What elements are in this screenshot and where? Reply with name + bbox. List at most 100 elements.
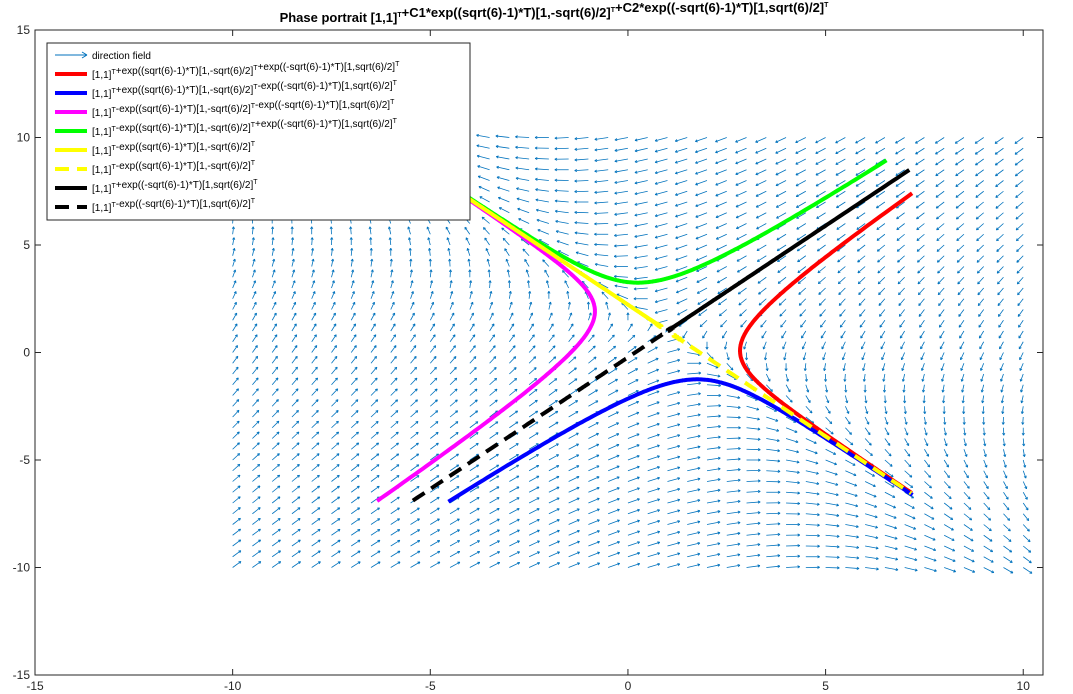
direction-arrowhead <box>943 422 947 425</box>
direction-arrow <box>975 190 984 198</box>
direction-arrow <box>509 378 517 386</box>
direction-arrow <box>864 491 877 498</box>
direction-arrow <box>844 406 850 414</box>
direction-arrowhead <box>796 248 800 252</box>
direction-arrowhead <box>697 499 701 503</box>
direction-arrow <box>528 475 540 482</box>
direction-arrow <box>735 169 747 175</box>
direction-arrowhead <box>393 345 397 349</box>
direction-arrowhead <box>634 256 637 260</box>
direction-arrow <box>786 491 800 494</box>
direction-arrowhead <box>813 441 817 444</box>
direction-arrow <box>941 363 945 371</box>
direction-arrowhead <box>941 389 945 393</box>
direction-arrowhead <box>433 366 437 370</box>
direction-arrow <box>963 449 968 457</box>
direction-arrowhead <box>879 324 883 328</box>
direction-arrow <box>766 438 780 442</box>
direction-arrowhead <box>996 238 1000 242</box>
direction-arrowhead <box>937 270 941 274</box>
direction-arrow <box>311 420 319 429</box>
direction-arrow <box>410 280 413 289</box>
direction-arrowhead <box>1020 400 1024 404</box>
direction-arrow <box>857 255 866 263</box>
direction-arrowhead <box>957 281 961 285</box>
direction-arrowhead <box>879 313 882 317</box>
direction-arrowhead <box>880 346 884 350</box>
direction-arrowhead <box>545 280 549 284</box>
direction-arrowhead <box>955 216 959 220</box>
direction-arrowhead <box>757 437 761 441</box>
direction-arrowhead <box>477 540 480 543</box>
direction-arrow <box>568 323 574 332</box>
direction-arrowhead <box>277 507 281 511</box>
direction-arrowhead <box>451 312 455 316</box>
direction-arrow <box>746 363 750 371</box>
direction-arrow <box>815 180 826 187</box>
direction-arrowhead <box>533 356 537 360</box>
direction-arrow <box>594 180 609 183</box>
direction-arrowhead <box>737 405 741 409</box>
direction-arrow <box>291 561 301 568</box>
direction-arrowhead <box>718 435 721 439</box>
direction-arrowhead <box>353 334 357 338</box>
direction-arrow <box>998 309 1004 317</box>
direction-arrow <box>943 513 954 520</box>
direction-arrow <box>575 251 589 257</box>
direction-arrowhead <box>829 421 833 425</box>
direction-arrowhead <box>715 139 718 143</box>
direction-arrowhead <box>697 477 701 481</box>
direction-arrowhead <box>377 507 380 511</box>
direction-arrow <box>479 196 490 203</box>
direction-arrowhead <box>611 334 615 338</box>
direction-arrow <box>430 550 441 558</box>
direction-arrow <box>468 258 471 267</box>
direction-arrow <box>726 490 741 493</box>
direction-arrowhead <box>614 202 618 206</box>
direction-arrowhead <box>923 421 927 425</box>
direction-arrowhead <box>237 485 241 489</box>
direction-arrowhead <box>297 474 300 478</box>
direction-arrowhead <box>436 518 440 522</box>
direction-arrow <box>706 415 721 418</box>
direction-arrowhead <box>675 225 679 229</box>
direction-arrowhead <box>615 378 618 382</box>
direction-arrowhead <box>975 173 979 177</box>
direction-arrow <box>518 218 530 224</box>
direction-arrowhead <box>290 226 294 230</box>
direction-arrow <box>517 208 530 214</box>
direction-arrowhead <box>614 138 618 142</box>
direction-arrow <box>977 276 985 285</box>
direction-arrow <box>936 223 945 231</box>
direction-arrowhead <box>757 543 761 547</box>
direction-arrowhead <box>607 312 611 316</box>
direction-arrowhead <box>997 281 1000 285</box>
direction-arrowhead <box>294 355 298 359</box>
direction-arrowhead <box>428 248 432 251</box>
direction-arrow <box>805 416 814 424</box>
direction-arrowhead <box>736 258 740 262</box>
direction-arrow <box>982 406 985 414</box>
direction-arrowhead <box>457 561 461 565</box>
direction-arrowhead <box>496 486 500 490</box>
direction-arrow <box>311 377 318 386</box>
direction-arrow <box>634 137 648 141</box>
direction-arrowhead <box>816 205 819 209</box>
direction-arrowhead <box>980 368 983 371</box>
direction-arrowhead <box>554 157 558 161</box>
direction-arrowhead <box>939 335 943 339</box>
direction-arrow <box>271 248 275 256</box>
direction-arrowhead <box>844 389 848 393</box>
direction-arrow <box>975 147 984 155</box>
direction-arrowhead <box>966 485 970 489</box>
direction-arrowhead <box>737 510 741 514</box>
direction-arrow <box>718 298 727 306</box>
direction-arrow <box>449 551 460 558</box>
direction-arrowhead <box>314 334 317 338</box>
direction-arrow <box>924 513 935 520</box>
direction-arrowhead <box>955 173 959 177</box>
direction-arrow <box>509 410 518 418</box>
direction-arrowhead <box>776 237 780 241</box>
direction-arrowhead <box>311 269 315 273</box>
direction-arrow <box>311 356 318 364</box>
